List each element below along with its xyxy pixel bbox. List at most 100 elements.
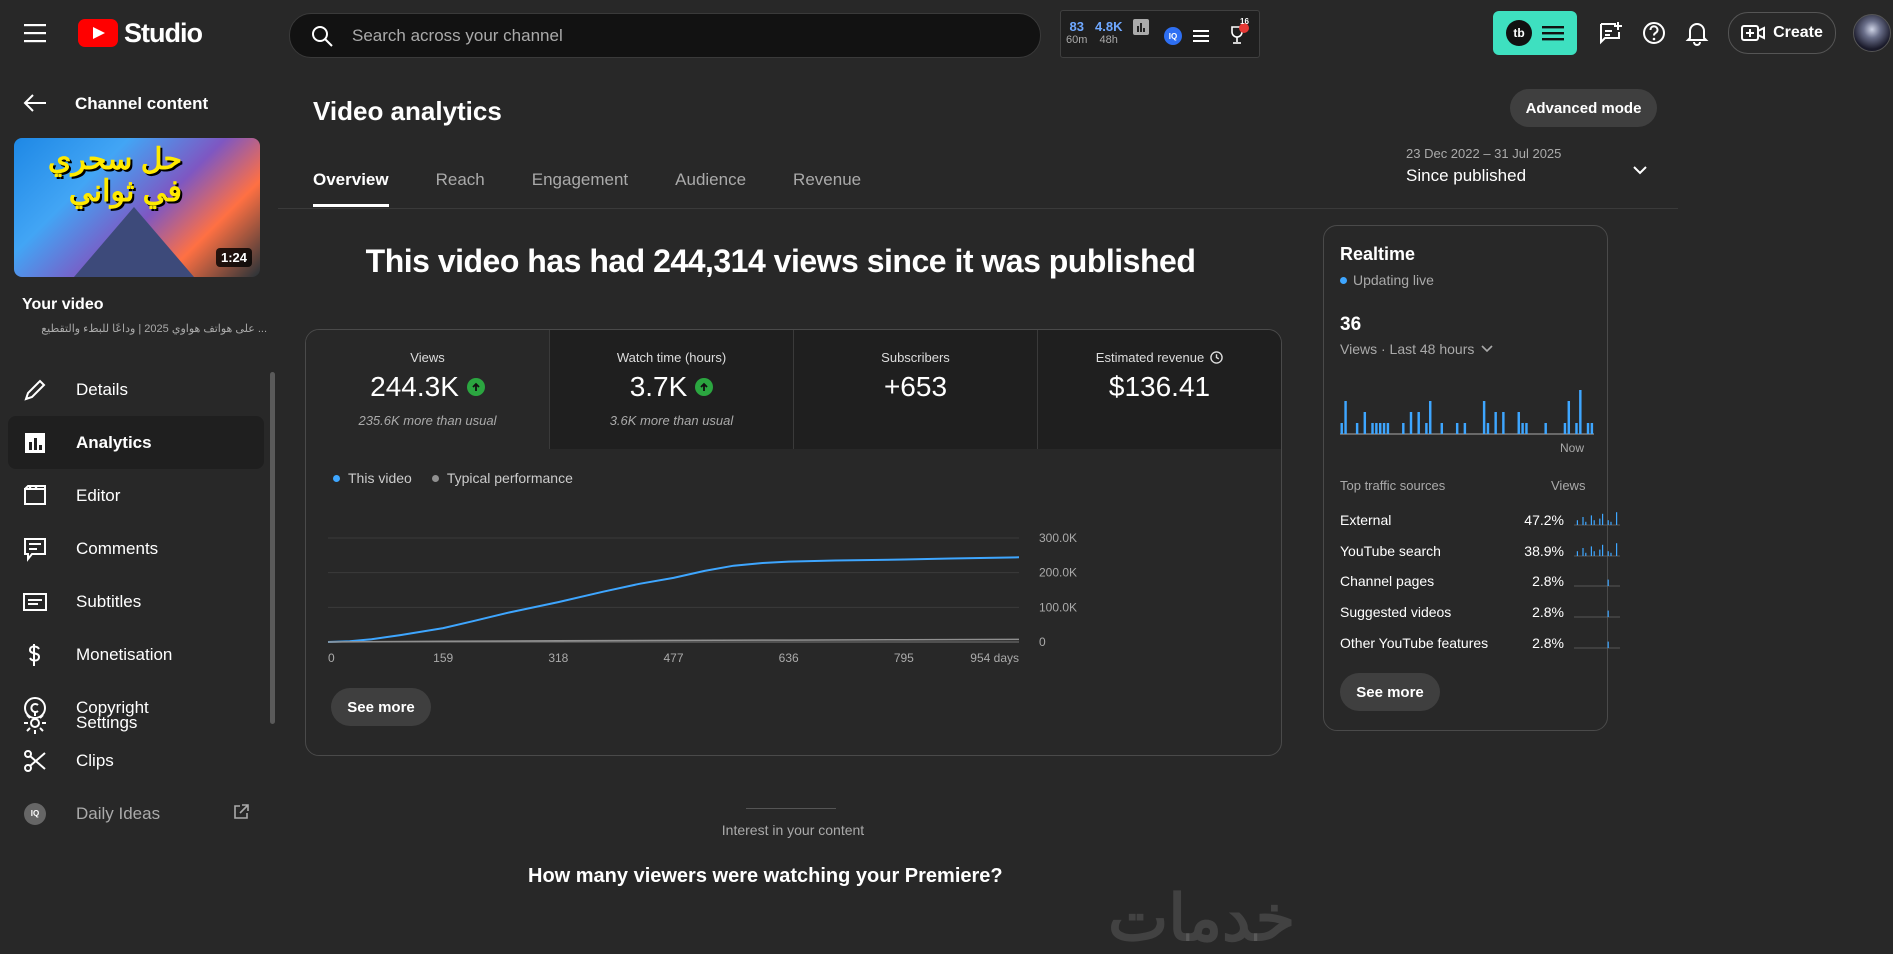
sidebar-item-analytics[interactable]: Analytics xyxy=(8,416,264,469)
external-link-icon xyxy=(234,804,249,819)
thumbnail-text: حل سحري في ثواني xyxy=(47,143,182,208)
traffic-source-row[interactable]: Other YouTube features 2.8% xyxy=(1340,635,1620,666)
advanced-mode-button[interactable]: Advanced mode xyxy=(1510,89,1657,127)
sidebar-item-daily-ideas[interactable]: IQ Daily Ideas xyxy=(8,787,264,840)
realtime-bar xyxy=(1463,423,1467,434)
sidebar-item-comments[interactable]: Comments xyxy=(8,522,264,575)
ext-stat-48h: 4.8K 48h xyxy=(1095,19,1123,46)
realtime-see-more-button[interactable]: See more xyxy=(1340,673,1440,711)
menu-icon xyxy=(1542,26,1564,41)
sidebar-item-details[interactable]: Details xyxy=(8,363,264,416)
sidebar-item-copyright[interactable]: Copyright xyxy=(8,681,264,734)
realtime-bar xyxy=(1344,401,1347,434)
trend-up-icon xyxy=(695,378,714,396)
sidebar-item-settings[interactable]: Settings xyxy=(8,696,264,749)
sidebar-item-subtitles[interactable]: Subtitles xyxy=(8,575,264,628)
traffic-sparkline xyxy=(1574,543,1620,557)
tab-engagement[interactable]: Engagement xyxy=(531,170,629,189)
tubebuddy-logo-icon: tb xyxy=(1506,20,1532,46)
logo-text: Studio xyxy=(124,17,203,48)
sidebar-item-monetisation[interactable]: Monetisation xyxy=(8,628,264,681)
realtime-bar xyxy=(1482,401,1486,434)
trophy-icon[interactable] xyxy=(1227,23,1249,47)
metric-estimated-revenue[interactable]: Estimated revenue $136.41 xyxy=(1038,330,1281,449)
your-video-label: Your video xyxy=(22,296,104,313)
notifications-bell-icon[interactable] xyxy=(1684,20,1710,46)
series-line-typical xyxy=(327,638,1020,643)
realtime-bar xyxy=(1355,423,1359,434)
tubebuddy-button[interactable]: tb xyxy=(1493,11,1577,55)
realtime-bar xyxy=(1563,423,1567,434)
realtime-bar xyxy=(1579,390,1582,434)
list-icon[interactable] xyxy=(1193,29,1209,43)
realtime-bar xyxy=(1402,423,1405,434)
feedback-icon[interactable] xyxy=(1598,20,1624,46)
traffic-source-row[interactable]: Channel pages 2.8% xyxy=(1340,573,1620,604)
channel-content-link[interactable]: Channel content xyxy=(75,94,209,113)
tab-revenue[interactable]: Revenue xyxy=(793,170,862,189)
realtime-bar xyxy=(1517,412,1520,434)
realtime-bar xyxy=(1525,423,1528,434)
traffic-source-name: Other YouTube features xyxy=(1340,635,1489,651)
trend-up-icon xyxy=(466,378,485,396)
video-duration: 1:24 xyxy=(215,248,252,267)
analytics-tabs: Overview Reach Engagement Audience Reven… xyxy=(313,170,861,207)
metric-watch-time[interactable]: Watch time (hours) 3.7K 3.6K more than u… xyxy=(550,330,794,449)
sidebar-scrollbar[interactable] xyxy=(270,372,275,724)
sidebar-item-clips[interactable]: Clips xyxy=(8,734,264,787)
traffic-source-pct: 38.9% xyxy=(1524,543,1564,559)
traffic-sources-header: Top traffic sources xyxy=(1340,478,1446,493)
y-tick-label: 200.0K xyxy=(1039,566,1077,580)
y-tick-label: 100.0K xyxy=(1039,600,1077,614)
avatar[interactable] xyxy=(1853,14,1891,52)
bar-chart-icon[interactable] xyxy=(1133,19,1149,35)
studio-logo[interactable]: Studio xyxy=(78,15,203,51)
see-more-button[interactable]: See more xyxy=(331,688,431,726)
traffic-sparkline xyxy=(1574,641,1620,649)
traffic-source-name: External xyxy=(1340,512,1392,528)
realtime-bar xyxy=(1544,423,1547,434)
extension-stats-panel[interactable]: 83 60m 4.8K 48h IQ 16 xyxy=(1060,10,1260,58)
chevron-down-icon[interactable] xyxy=(1630,160,1650,180)
realtime-bar-chart[interactable] xyxy=(1340,376,1594,436)
sidebar-item-editor[interactable]: Editor xyxy=(8,469,264,522)
traffic-source-row[interactable]: Suggested videos 2.8% xyxy=(1340,604,1620,635)
traffic-source-row[interactable]: YouTube search 38.9% xyxy=(1340,543,1620,574)
metric-subscribers[interactable]: Subscribers +653 xyxy=(794,330,1038,449)
search-bar[interactable] xyxy=(289,13,1041,58)
help-icon[interactable] xyxy=(1641,20,1667,46)
traffic-sparkline xyxy=(1574,579,1620,587)
search-input[interactable] xyxy=(350,24,954,47)
metric-views[interactable]: Views 244.3K 235.6K more than usual xyxy=(306,330,550,449)
comments-icon xyxy=(24,537,46,562)
scissors-icon xyxy=(24,749,46,772)
tab-audience[interactable]: Audience xyxy=(675,170,747,189)
realtime-bar xyxy=(1486,423,1490,434)
video-title: ... على هواتف هواوي 2025 | وداعًا للبطء … xyxy=(41,323,267,335)
dollar-icon xyxy=(28,643,41,666)
create-label: Create xyxy=(1773,24,1823,41)
hamburger-menu-icon[interactable] xyxy=(22,20,52,46)
video-thumbnail[interactable]: حل سحري في ثواني 1:24 xyxy=(14,138,260,277)
page-title: Video analytics xyxy=(313,96,502,126)
traffic-source-pct: 47.2% xyxy=(1524,512,1564,528)
tab-reach[interactable]: Reach xyxy=(435,170,485,189)
traffic-sparkline xyxy=(1574,610,1620,618)
date-range[interactable]: 23 Dec 2022 – 31 Jul 2025 xyxy=(1406,146,1562,161)
main-content: Video analytics Advanced mode Overview R… xyxy=(278,68,1893,950)
create-button[interactable]: Create xyxy=(1728,12,1836,54)
realtime-period-dropdown[interactable]: Views · Last 48 hours xyxy=(1340,341,1494,357)
traffic-source-name: Suggested videos xyxy=(1340,604,1452,620)
tab-overview[interactable]: Overview xyxy=(313,170,389,207)
views-line-chart[interactable]: 300.0K 200.0K 100.0K 0 0 159 318 477 636 795 954 d… xyxy=(306,490,1281,670)
clock-icon xyxy=(1210,351,1223,364)
ideas-icon: IQ xyxy=(24,802,46,825)
realtime-bar xyxy=(1425,423,1428,434)
back-arrow-icon[interactable] xyxy=(22,92,48,114)
date-range-label[interactable]: Since published xyxy=(1406,166,1527,185)
vidiq-icon[interactable]: IQ xyxy=(1164,27,1182,45)
traffic-source-row[interactable]: External 47.2% xyxy=(1340,512,1620,543)
subtitles-icon xyxy=(23,592,47,611)
realtime-bar xyxy=(1382,423,1386,434)
realtime-bar xyxy=(1429,401,1432,434)
